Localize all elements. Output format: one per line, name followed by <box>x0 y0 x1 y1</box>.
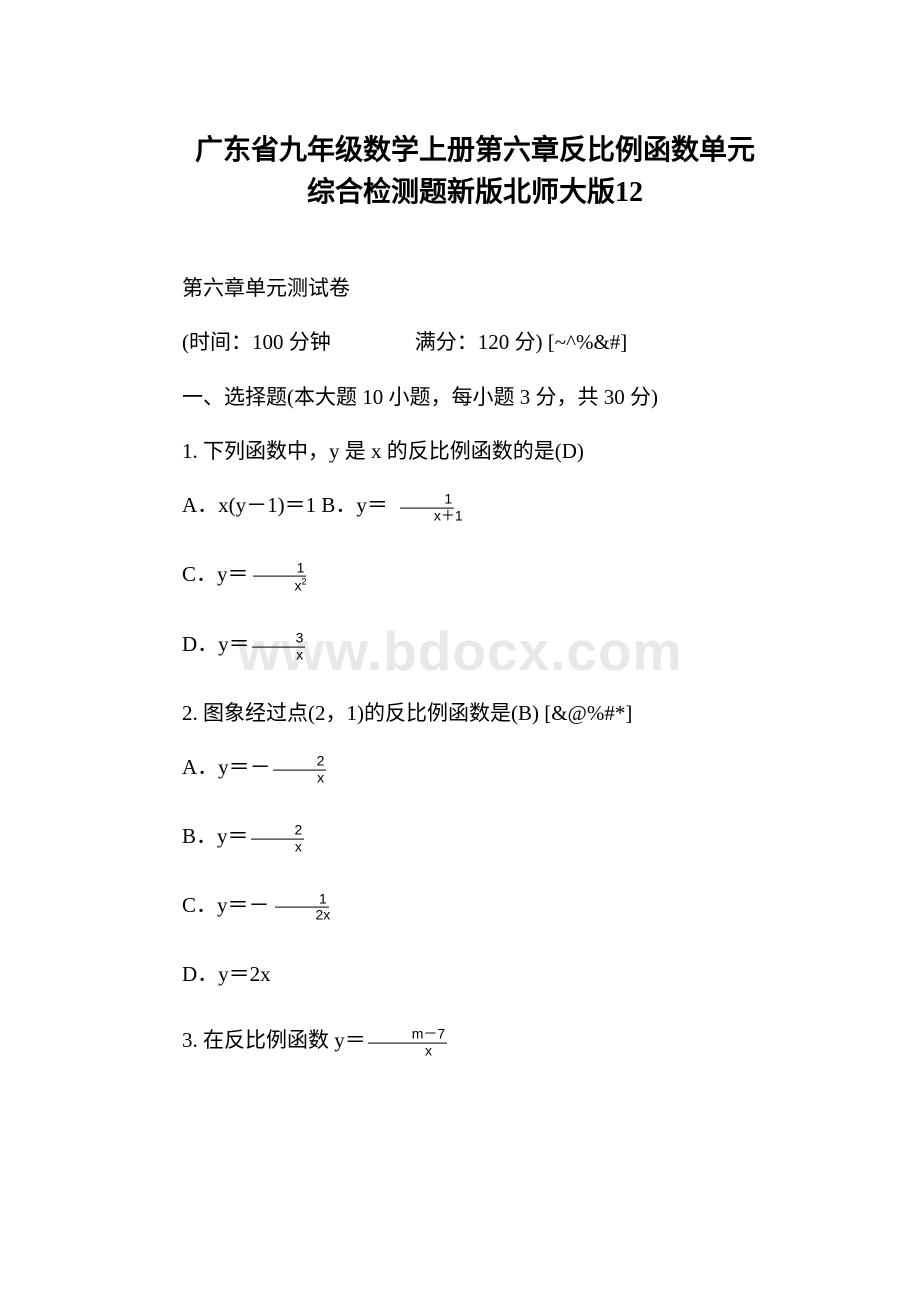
frac-den: x2 <box>251 577 309 594</box>
section-1-header: 一、选择题(本大题 10 小题，每小题 3 分，共 30 分) <box>140 373 810 421</box>
frac-den: x <box>381 1043 434 1058</box>
q1-stem: 1. 下列函数中，y 是 x 的反比例函数的是(D) <box>140 427 810 475</box>
frac-den: x <box>273 770 326 785</box>
q3-frac: m－7 x <box>368 1027 447 1059</box>
frac-num: m－7 <box>368 1027 447 1043</box>
content-body: 第六章单元测试卷 (时间：100 分钟 满分：120 分) [~^%&#] 一、… <box>140 264 810 1067</box>
title-line1: 广东省九年级数学上册第六章反比例函数单元 <box>140 130 810 172</box>
q1-option-d: D．y＝ 3 x <box>140 620 810 671</box>
meta-time: (时间：100 分钟 <box>140 318 331 366</box>
title-line2: 综合检测题新版北师大版12 <box>140 172 810 214</box>
q2-option-c: C．y＝－ 1 2x <box>140 881 810 932</box>
frac-den: x <box>252 647 305 662</box>
q1-ab-pre: A．x(y－1)＝1 B．y＝ <box>140 481 388 529</box>
chapter-heading: 第六章单元测试卷 <box>140 264 810 312</box>
q2-option-a: A．y＝－ 2 x <box>140 743 810 794</box>
q1-c-frac: 1 x2 <box>251 561 309 594</box>
q2-option-d: D．y＝2x <box>140 950 810 998</box>
q1-d-pre: D．y＝ <box>140 620 250 668</box>
q3-stem: 3. 在反比例函数 y＝ m－7 x <box>140 1016 810 1067</box>
q3-pre: 3. 在反比例函数 y＝ <box>140 1016 366 1064</box>
q2-stem: 2. 图象经过点(2，1)的反比例函数是(B) [&@%#*] <box>140 689 810 737</box>
q1-b-frac: 1 x＋1 <box>390 492 465 524</box>
q1-option-ab: A．x(y－1)＝1 B．y＝ 1 x＋1 <box>140 481 810 532</box>
q2-c-pre: C．y＝－ <box>140 881 270 929</box>
frac-num: 3 <box>252 631 306 647</box>
frac-num: 2 <box>251 823 305 839</box>
q2-a-frac: 2 x <box>273 754 327 786</box>
q1-c-pre: C．y＝ <box>140 550 249 598</box>
frac-num: 1 <box>253 561 307 577</box>
exam-meta: (时间：100 分钟 满分：120 分) [~^%&#] <box>140 318 810 366</box>
meta-score: 满分：120 分) [~^%&#] <box>373 318 628 366</box>
frac-den: x＋1 <box>390 508 465 523</box>
q2-a-pre: A．y＝－ <box>140 743 271 791</box>
q2-option-b: B．y＝ 2 x <box>140 812 810 863</box>
q1-d-frac: 3 x <box>252 631 306 663</box>
q2-c-frac: 1 2x <box>272 892 333 924</box>
frac-num: 1 <box>400 492 454 508</box>
q2-b-frac: 2 x <box>251 823 305 855</box>
frac-num: 2 <box>273 754 327 770</box>
page-title: 广东省九年级数学上册第六章反比例函数单元 综合检测题新版北师大版12 <box>140 130 810 214</box>
frac-den: 2x <box>272 908 333 923</box>
q1-option-c: C．y＝ 1 x2 <box>140 550 810 602</box>
q2-b-pre: B．y＝ <box>140 812 249 860</box>
frac-den: x <box>251 839 304 854</box>
frac-num: 1 <box>275 892 329 908</box>
